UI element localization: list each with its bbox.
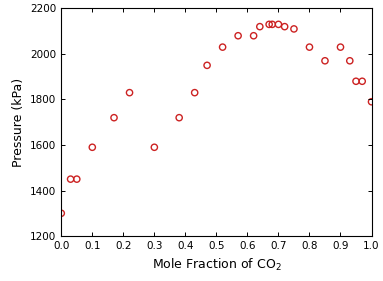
Point [353,79,359,83]
Point [111,115,117,120]
Point [269,22,275,27]
Point [368,99,375,104]
Point [322,58,328,63]
Point [74,177,80,182]
X-axis label: Mole Fraction of CO$_2$: Mole Fraction of CO$_2$ [152,257,281,273]
Point [347,58,353,63]
Point [306,45,313,49]
Point [89,145,95,149]
Point [176,115,182,120]
Point [204,63,210,67]
Point [151,145,157,149]
Point [359,79,365,83]
Point [235,33,241,38]
Point [126,90,133,95]
Point [192,90,198,95]
Point [58,211,64,216]
Point [266,22,272,27]
Point [282,24,288,29]
Y-axis label: Pressure (kPa): Pressure (kPa) [11,78,25,167]
Point [275,22,282,27]
Point [337,45,344,49]
Point [257,24,263,29]
Point [291,27,297,31]
Point [219,45,226,49]
Point [250,33,257,38]
Point [67,177,74,182]
